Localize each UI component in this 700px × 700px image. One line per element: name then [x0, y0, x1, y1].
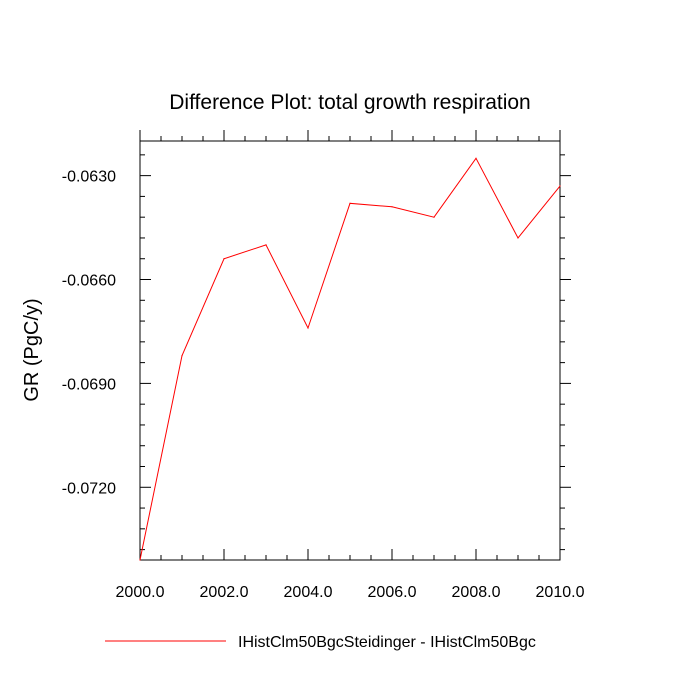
x-tick-label: 2002.0 [200, 584, 249, 601]
series-group [139, 157, 561, 561]
y-tick-label: -0.0690 [62, 376, 116, 393]
y-tick-label: -0.0720 [62, 480, 116, 497]
data-point [139, 559, 141, 561]
x-tick-labels: 2000.0 2002.0 2004.0 2006.0 2008.0 2010.0 [116, 584, 585, 601]
data-point [223, 258, 225, 260]
legend: IHistClm50BgcSteidinger - IHistClm50Bgc [105, 634, 536, 651]
x-tick-label: 2010.0 [536, 584, 585, 601]
minor-ticks [140, 136, 565, 560]
series-line [139, 157, 561, 561]
data-point [475, 157, 477, 159]
data-point [265, 244, 267, 246]
data-point [349, 202, 351, 204]
y-tick-label: -0.0630 [62, 169, 116, 186]
y-axis-label: GR (PgC/y) [21, 298, 43, 401]
chart-title: Difference Plot: total growth respiratio… [169, 91, 530, 114]
y-tick-label: -0.0660 [62, 273, 116, 290]
major-ticks [139, 130, 571, 560]
data-point [517, 237, 519, 239]
x-tick-label: 2006.0 [368, 584, 417, 601]
y-tick-labels: -0.0720 -0.0690 -0.0660 -0.0630 [62, 169, 116, 498]
data-point [559, 185, 561, 187]
x-tick-label: 2004.0 [284, 584, 333, 601]
data-point [181, 355, 183, 357]
x-tick-label: 2000.0 [116, 584, 165, 601]
data-point [433, 216, 435, 218]
data-point [391, 206, 393, 208]
legend-label: IHistClm50BgcSteidinger - IHistClm50Bgc [238, 634, 536, 651]
x-tick-label: 2008.0 [452, 584, 501, 601]
data-point [307, 327, 309, 329]
